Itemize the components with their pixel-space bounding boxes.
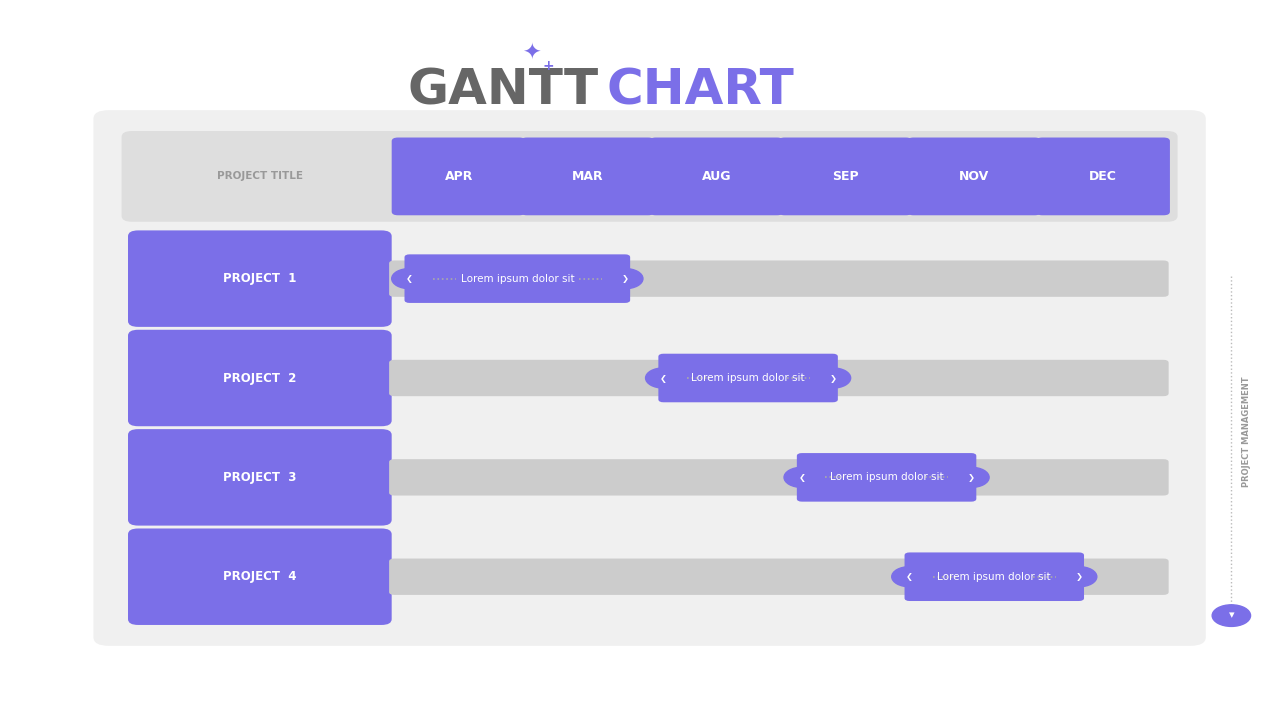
FancyBboxPatch shape (389, 360, 1169, 396)
Text: ❮: ❮ (799, 473, 805, 482)
FancyBboxPatch shape (128, 528, 392, 625)
FancyBboxPatch shape (658, 354, 838, 402)
FancyBboxPatch shape (389, 559, 1169, 595)
FancyBboxPatch shape (649, 138, 783, 215)
FancyBboxPatch shape (389, 459, 1169, 495)
Text: Lorem ipsum dolor sit: Lorem ipsum dolor sit (691, 373, 805, 383)
Text: PROJECT  2: PROJECT 2 (223, 372, 297, 384)
Text: ❮: ❮ (406, 274, 413, 283)
Circle shape (815, 368, 851, 388)
FancyBboxPatch shape (93, 110, 1206, 646)
Circle shape (392, 269, 428, 289)
Text: +: + (541, 59, 554, 73)
Text: ❯: ❯ (622, 274, 628, 283)
Circle shape (1061, 567, 1097, 587)
Text: PROJECT MANAGEMENT: PROJECT MANAGEMENT (1242, 377, 1252, 487)
Text: APR: APR (444, 170, 472, 183)
Text: PROJECT  1: PROJECT 1 (223, 272, 297, 285)
Text: PROJECT  4: PROJECT 4 (223, 570, 297, 583)
FancyBboxPatch shape (521, 138, 654, 215)
Text: Lorem ipsum dolor sit: Lorem ipsum dolor sit (937, 572, 1051, 582)
Text: ▾: ▾ (1229, 611, 1234, 621)
Text: PROJECT TITLE: PROJECT TITLE (216, 171, 303, 181)
Text: SEP: SEP (832, 170, 859, 183)
FancyBboxPatch shape (1036, 138, 1170, 215)
Circle shape (892, 567, 928, 587)
Text: Lorem ipsum dolor sit: Lorem ipsum dolor sit (829, 472, 943, 482)
Circle shape (607, 269, 643, 289)
Text: ✦: ✦ (522, 44, 540, 64)
FancyBboxPatch shape (128, 230, 392, 327)
Text: ❯: ❯ (968, 473, 974, 482)
Text: ❮: ❮ (906, 572, 913, 581)
FancyBboxPatch shape (128, 429, 392, 526)
FancyBboxPatch shape (908, 138, 1041, 215)
Circle shape (785, 467, 820, 487)
FancyBboxPatch shape (404, 254, 630, 303)
Text: CHART: CHART (607, 66, 795, 114)
FancyBboxPatch shape (122, 131, 1178, 222)
Text: GANTT: GANTT (408, 66, 599, 114)
Text: Lorem ipsum dolor sit: Lorem ipsum dolor sit (461, 274, 575, 284)
FancyBboxPatch shape (128, 330, 392, 426)
Text: AUG: AUG (701, 170, 731, 183)
Circle shape (1212, 605, 1251, 626)
FancyBboxPatch shape (778, 138, 913, 215)
FancyBboxPatch shape (797, 453, 977, 502)
Text: PROJECT  3: PROJECT 3 (223, 471, 297, 484)
Text: ❯: ❯ (829, 374, 836, 382)
FancyBboxPatch shape (389, 261, 1169, 297)
Text: NOV: NOV (959, 170, 989, 183)
Text: DEC: DEC (1089, 170, 1117, 183)
Circle shape (645, 368, 681, 388)
FancyBboxPatch shape (392, 138, 526, 215)
Text: ❯: ❯ (1075, 572, 1083, 581)
Text: MAR: MAR (572, 170, 603, 183)
Circle shape (954, 467, 989, 487)
FancyBboxPatch shape (905, 552, 1084, 601)
Text: ❮: ❮ (660, 374, 667, 382)
